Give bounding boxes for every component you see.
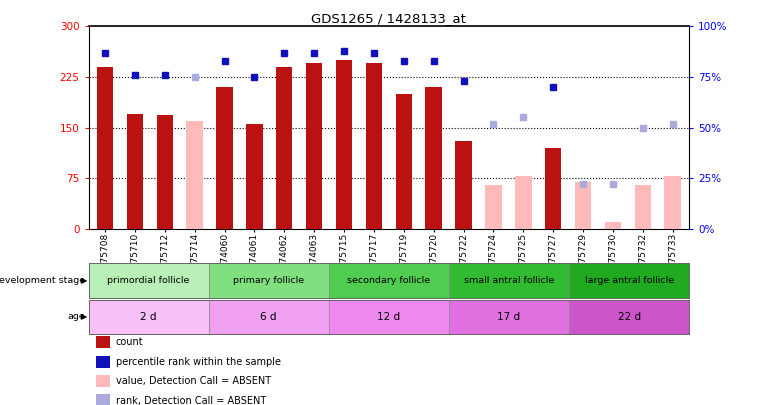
Text: secondary follicle: secondary follicle [347,276,430,285]
Bar [575,181,591,229]
Text: age: age [67,312,85,322]
Bar [246,124,263,229]
Bar [306,64,323,229]
Bar [97,67,113,229]
Bar [634,185,651,229]
Bar [396,94,412,229]
Text: small antral follicle: small antral follicle [464,276,554,285]
Text: large antral follicle: large antral follicle [584,276,674,285]
Title: GDS1265 / 1428133_at: GDS1265 / 1428133_at [311,12,467,25]
Bar [126,114,143,229]
Text: ▶: ▶ [82,312,88,322]
Text: primary follicle: primary follicle [233,276,304,285]
Text: count: count [116,337,143,347]
Bar [336,60,352,229]
Text: 17 d: 17 d [497,312,521,322]
Bar [366,64,382,229]
Bar [545,148,561,229]
Text: percentile rank within the sample: percentile rank within the sample [116,357,280,367]
Text: 22 d: 22 d [618,312,641,322]
Text: 6 d: 6 d [260,312,277,322]
Bar [665,176,681,229]
Bar [515,176,531,229]
Text: ▶: ▶ [82,276,88,285]
Bar [604,222,621,229]
Text: 12 d: 12 d [377,312,400,322]
Bar [426,87,442,229]
Text: value, Detection Call = ABSENT: value, Detection Call = ABSENT [116,376,270,386]
Bar [156,115,173,229]
Bar [186,121,203,229]
Bar [276,67,293,229]
Text: rank, Detection Call = ABSENT: rank, Detection Call = ABSENT [116,396,266,405]
Bar [455,141,472,229]
Text: development stage: development stage [0,276,85,285]
Text: primordial follicle: primordial follicle [108,276,189,285]
Bar [485,185,501,229]
Text: 2 d: 2 d [140,312,157,322]
Bar [216,87,233,229]
